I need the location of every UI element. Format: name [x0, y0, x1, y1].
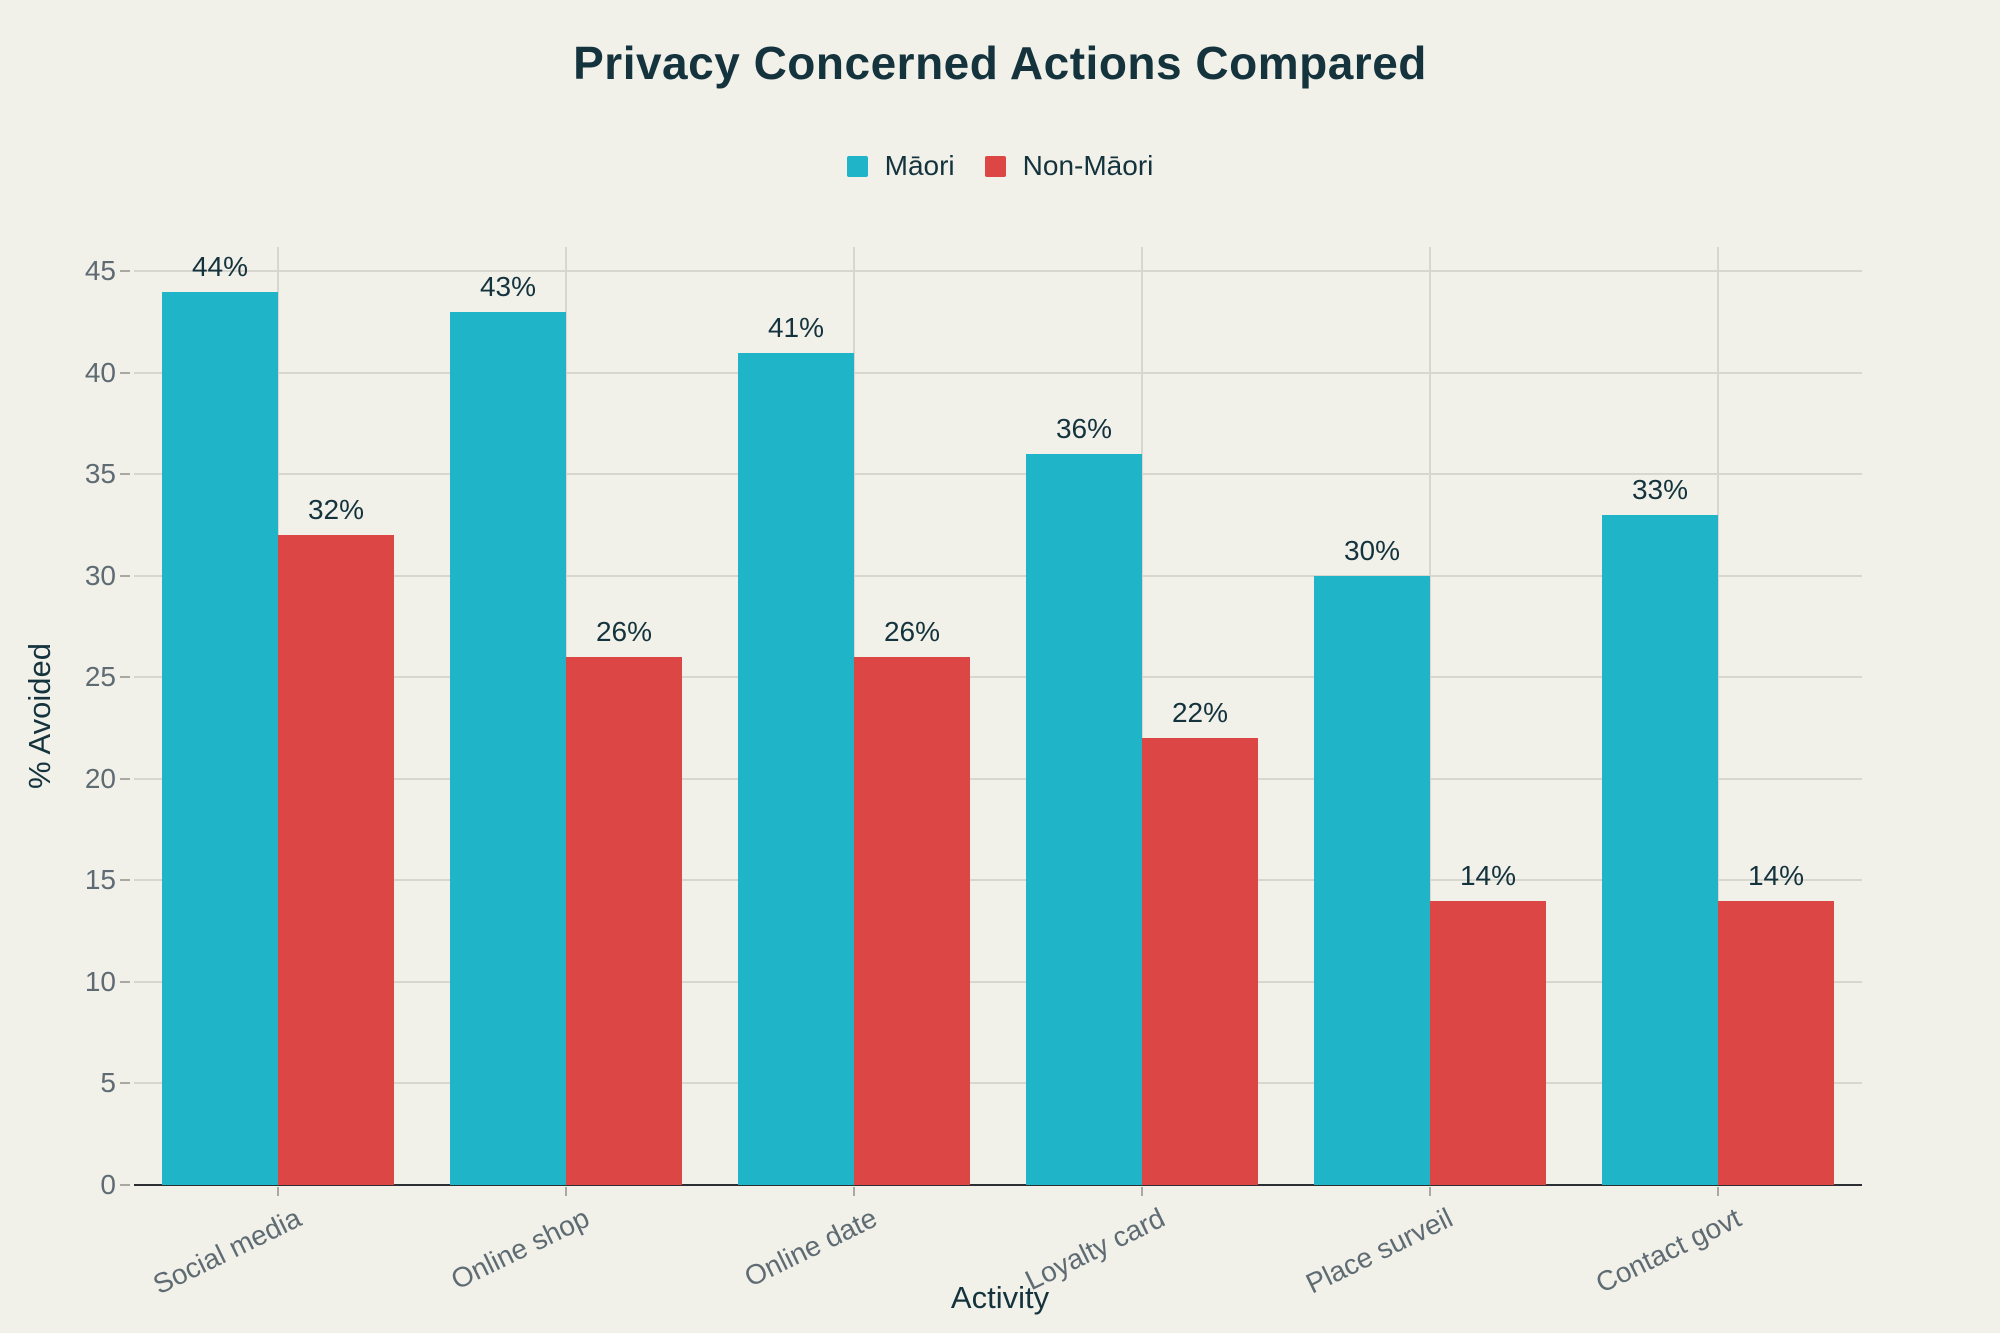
legend: Māori Non-Māori [0, 150, 2000, 182]
bar-value-label: 26% [883, 616, 941, 648]
y-tick-mark [120, 270, 130, 273]
bar-maori [162, 291, 278, 1185]
bar-value-label: 33% [1631, 474, 1689, 505]
bar-non-maori [1718, 900, 1834, 1185]
bar-non-maori [278, 535, 394, 1185]
gridline-vertical [1141, 247, 1143, 1185]
legend-item-maori[interactable]: Māori [846, 150, 955, 182]
x-axis-title: Activity [950, 1280, 1050, 1315]
y-tick-mark [120, 1082, 130, 1085]
bar-value-label: 41% [767, 311, 825, 343]
bar-maori [738, 352, 854, 1185]
bar-value-label: 36% [1055, 413, 1113, 445]
legend-item-non-maori[interactable]: Non-Māori [984, 150, 1154, 182]
gridline-horizontal [134, 879, 1862, 882]
y-tick-label: 0 [100, 1169, 116, 1200]
y-tick-mark [120, 777, 130, 780]
gridline-vertical [1429, 247, 1431, 1185]
y-tick-label: 25 [84, 661, 116, 693]
y-axis-title: % Avoided [22, 643, 57, 789]
gridline-horizontal [134, 270, 1862, 273]
bar-non-maori [566, 657, 682, 1185]
bar-value-label: 44% [191, 250, 249, 282]
y-tick-mark [120, 1184, 130, 1186]
gridline-horizontal [134, 473, 1862, 476]
legend-swatch-maori [846, 155, 868, 177]
bar-maori [1602, 515, 1718, 1185]
y-tick-label: 5 [100, 1067, 116, 1099]
bar-value-label: 30% [1343, 534, 1401, 566]
y-tick-mark [120, 980, 130, 983]
gridline-horizontal [134, 777, 1862, 780]
y-tick-label: 10 [84, 965, 116, 997]
bar-non-maori [1142, 738, 1258, 1185]
x-tick-mark [853, 1187, 855, 1196]
y-tick-mark [120, 371, 130, 374]
gridline-horizontal [134, 371, 1862, 374]
x-tick-mark [1141, 1187, 1143, 1196]
y-tick-label: 35 [84, 458, 116, 490]
chart-title: Privacy Concerned Actions Compared [573, 37, 1427, 89]
legend-label-non-maori: Non-Māori [1022, 150, 1154, 181]
x-tick-mark [277, 1187, 279, 1196]
y-tick-label: 20 [84, 762, 116, 794]
bar-value-label: 32% [307, 494, 365, 526]
y-tick-mark [120, 473, 130, 476]
y-tick-label: 15 [84, 864, 116, 896]
x-axis-line [134, 1184, 1862, 1186]
bar-maori [1026, 454, 1142, 1185]
y-tick-label: 45 [84, 255, 116, 287]
bar-non-maori [854, 657, 970, 1185]
y-tick-mark [120, 574, 130, 577]
x-tick-mark [565, 1187, 567, 1196]
legend-label-maori: Māori [884, 150, 955, 181]
x-tick-mark [1717, 1187, 1719, 1196]
bar-value-label: 26% [595, 616, 653, 648]
bar-maori [1314, 575, 1430, 1185]
plot-area: 44% 43% 41% 36% 30% 33% 32% 26% 26% 22% 14% 14% [134, 247, 1862, 1186]
x-tick-mark [1429, 1187, 1431, 1196]
y-tick-label: 30 [84, 559, 116, 591]
y-tick-mark [120, 676, 130, 679]
legend-swatch-non-maori [984, 155, 1006, 177]
bar-value-label: 14% [1747, 859, 1805, 891]
gridline-horizontal [134, 574, 1862, 577]
bar-value-label: 22% [1171, 697, 1229, 729]
y-tick-label: 40 [84, 356, 116, 388]
bar-value-label: 43% [479, 270, 537, 302]
gridline-horizontal [134, 980, 1862, 983]
bar-maori [450, 311, 566, 1185]
gridline-vertical [1717, 247, 1719, 1185]
bar-non-maori [1430, 900, 1546, 1185]
gridline-horizontal [134, 1082, 1862, 1085]
gridline-horizontal [134, 676, 1862, 679]
y-tick-mark [120, 879, 130, 882]
bar-value-label: 14% [1459, 859, 1517, 891]
